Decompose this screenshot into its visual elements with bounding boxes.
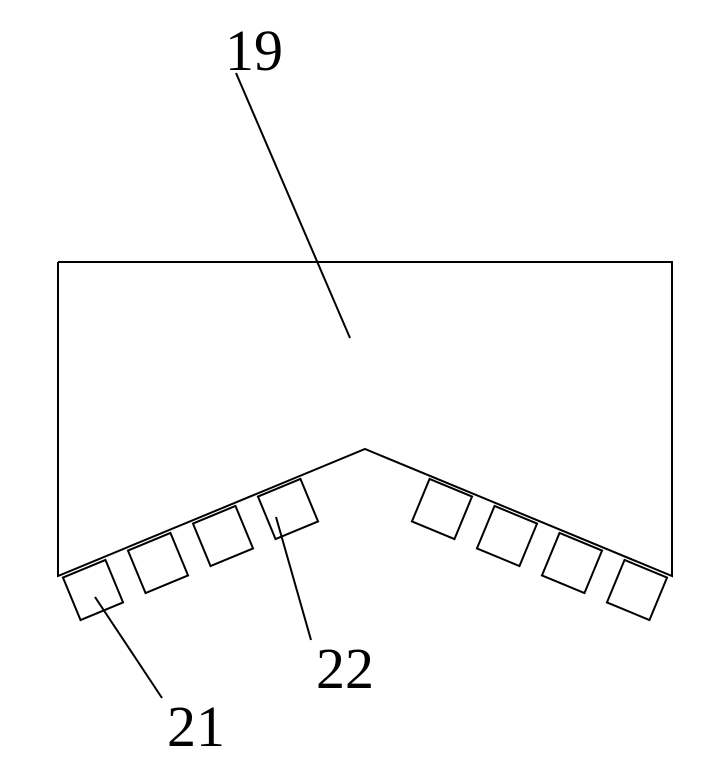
leader-line	[95, 597, 162, 698]
tooth	[542, 533, 602, 593]
tooth	[477, 506, 537, 566]
body-outline	[58, 262, 672, 576]
tooth	[607, 560, 667, 620]
tooth	[258, 479, 318, 539]
teeth-right-group	[412, 479, 667, 620]
label-19: 19	[225, 18, 283, 83]
teeth-left-group	[63, 479, 318, 620]
tooth	[412, 479, 472, 539]
leader-lines-group	[95, 73, 350, 698]
tooth	[193, 506, 253, 566]
label-21: 21	[167, 694, 225, 759]
leader-line	[236, 73, 350, 338]
tooth	[63, 560, 123, 620]
diagram-figure: 19 22 21	[0, 0, 723, 780]
leader-line	[276, 517, 311, 640]
tooth	[128, 533, 188, 593]
labels-group: 19 22 21	[167, 18, 374, 759]
label-22: 22	[316, 636, 374, 701]
